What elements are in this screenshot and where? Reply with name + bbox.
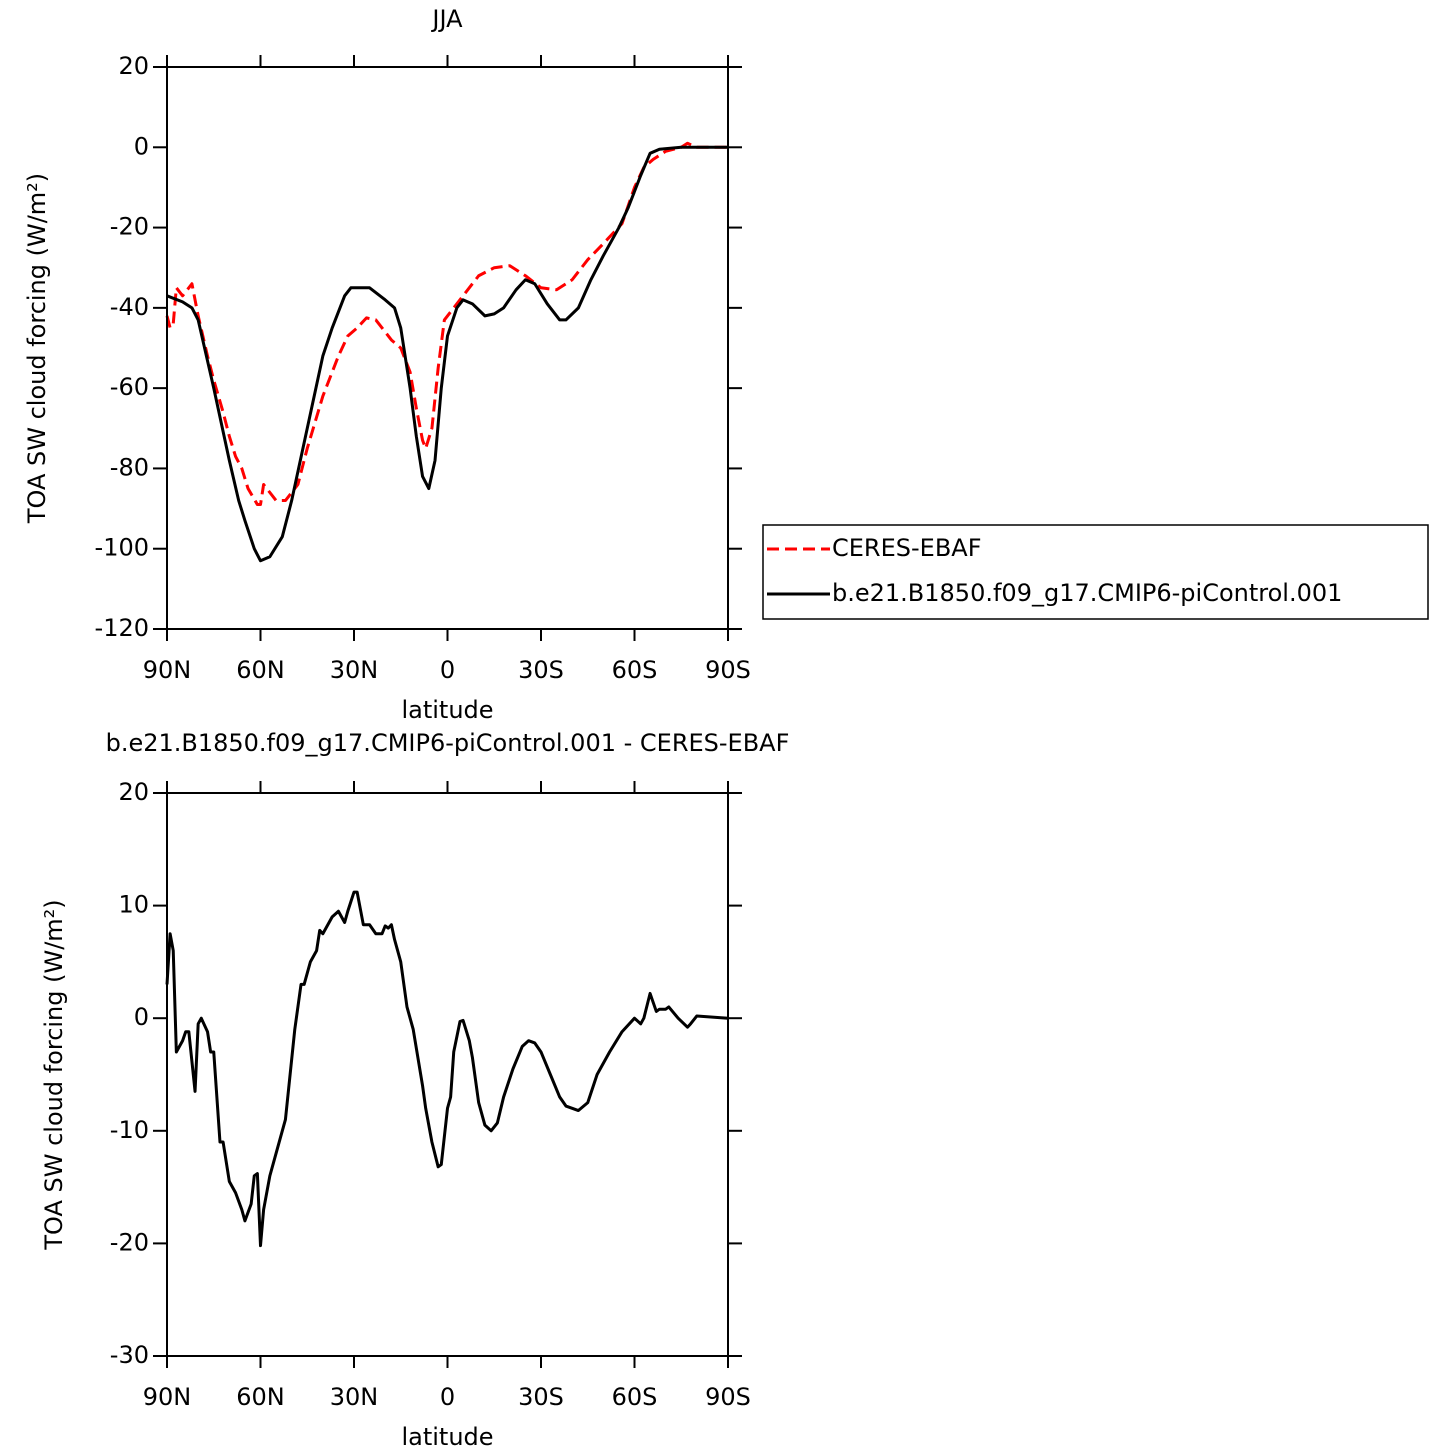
y-tick-label: -60 bbox=[110, 373, 149, 401]
y-tick-label: 20 bbox=[118, 52, 149, 80]
chart-title: JJA bbox=[430, 5, 463, 33]
y-tick-label: -40 bbox=[110, 293, 149, 321]
y-tick-label: -100 bbox=[95, 534, 149, 562]
x-tick-label: 30N bbox=[330, 1383, 379, 1411]
x-tick-label: 0 bbox=[440, 656, 455, 684]
y-tick-label: -120 bbox=[95, 614, 149, 642]
x-tick-label: 30S bbox=[518, 1383, 564, 1411]
legend-box bbox=[762, 524, 1429, 620]
plot-frame bbox=[166, 66, 729, 630]
x-axis-label: latitude bbox=[401, 1423, 493, 1451]
y-tick-label: -20 bbox=[110, 213, 149, 241]
y-tick-label: -20 bbox=[110, 1228, 149, 1256]
x-tick-label: 60N bbox=[236, 1383, 285, 1411]
x-tick-label: 0 bbox=[440, 1383, 455, 1411]
x-tick-label: 60S bbox=[612, 656, 658, 684]
y-tick-label: 0 bbox=[134, 1003, 149, 1031]
y-tick-label: 10 bbox=[118, 891, 149, 919]
x-tick-label: 30S bbox=[518, 656, 564, 684]
x-tick-label: 90N bbox=[143, 656, 192, 684]
y-tick-label: -30 bbox=[110, 1341, 149, 1369]
x-tick-label: 90S bbox=[705, 656, 751, 684]
legend-label: b.e21.B1850.f09_g17.CMIP6-piControl.001 bbox=[832, 579, 1342, 607]
plot-frame bbox=[166, 792, 729, 1357]
x-axis-label: latitude bbox=[401, 696, 493, 724]
y-tick-label: -10 bbox=[110, 1116, 149, 1144]
series-line bbox=[166, 145, 728, 563]
x-tick-label: 30N bbox=[330, 656, 379, 684]
legend-label: CERES-EBAF bbox=[832, 534, 982, 562]
y-axis-label: TOA SW cloud forcing (W/m²) bbox=[23, 173, 51, 524]
x-tick-label: 60N bbox=[236, 656, 285, 684]
x-tick-label: 90S bbox=[705, 1383, 751, 1411]
x-tick-label: 90N bbox=[143, 1383, 192, 1411]
series-line bbox=[165, 890, 729, 1248]
series-line bbox=[165, 141, 728, 507]
y-tick-label: 0 bbox=[134, 132, 149, 160]
y-tick-label: 20 bbox=[118, 778, 149, 806]
y-axis-label: TOA SW cloud forcing (W/m²) bbox=[40, 899, 68, 1250]
x-tick-label: 60S bbox=[612, 1383, 658, 1411]
y-tick-label: -80 bbox=[110, 453, 149, 481]
chart-title: b.e21.B1850.f09_g17.CMIP6-piControl.001 … bbox=[106, 729, 790, 757]
legend: CERES-EBAF b.e21.B1850.f09_g17.CMIP6-piCo… bbox=[762, 524, 1429, 620]
